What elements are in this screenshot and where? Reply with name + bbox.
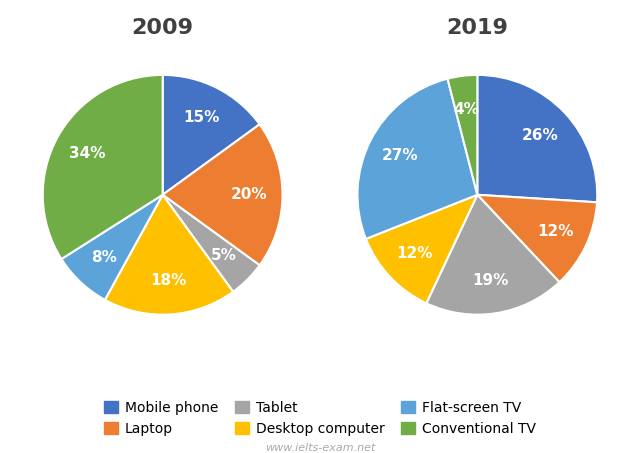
Text: 20%: 20% <box>230 187 268 202</box>
Legend: Mobile phone, Laptop, Tablet, Desktop computer, Flat-screen TV, Conventional TV: Mobile phone, Laptop, Tablet, Desktop co… <box>99 395 541 442</box>
Title: 2009: 2009 <box>132 18 194 38</box>
Wedge shape <box>61 195 163 300</box>
Wedge shape <box>447 75 477 195</box>
Wedge shape <box>477 75 597 202</box>
Wedge shape <box>366 195 477 303</box>
Wedge shape <box>477 195 597 282</box>
Text: www.ielts-exam.net: www.ielts-exam.net <box>265 443 375 453</box>
Text: 8%: 8% <box>91 250 116 265</box>
Wedge shape <box>163 124 282 265</box>
Text: 12%: 12% <box>537 224 573 239</box>
Text: 27%: 27% <box>382 148 419 163</box>
Text: 4%: 4% <box>454 101 479 117</box>
Text: 12%: 12% <box>396 246 433 261</box>
Text: 18%: 18% <box>150 274 186 289</box>
Text: 26%: 26% <box>522 128 559 143</box>
Wedge shape <box>163 195 260 292</box>
Wedge shape <box>426 195 559 315</box>
Text: 15%: 15% <box>184 111 220 125</box>
Wedge shape <box>358 79 477 239</box>
Wedge shape <box>43 75 163 259</box>
Wedge shape <box>105 195 233 315</box>
Wedge shape <box>163 75 260 195</box>
Text: 19%: 19% <box>473 273 509 288</box>
Text: 5%: 5% <box>211 248 237 263</box>
Text: 34%: 34% <box>68 146 105 161</box>
Title: 2019: 2019 <box>447 18 508 38</box>
